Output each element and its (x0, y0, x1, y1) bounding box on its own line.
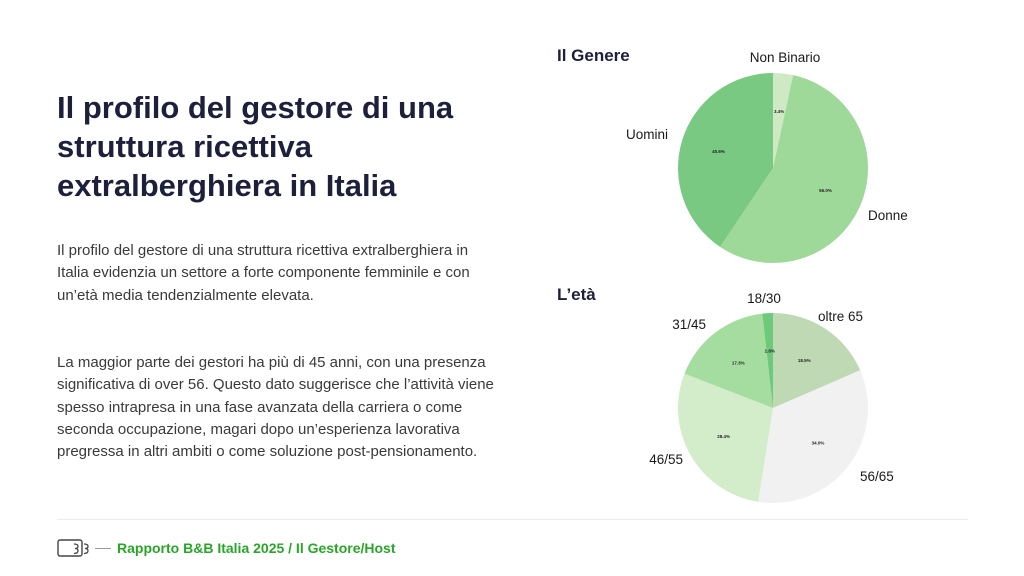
age-pct-label: 17.3% (732, 360, 745, 365)
gender-pie: 3.4% 56.0% 40.6% Non Binario Donne Uomini (626, 50, 908, 263)
age-category-label: 31/45 (672, 317, 706, 332)
age-pie: 18.5% 34.0% 28.4% 17.3% 1.8% oltre 65 56/65 46/… (649, 291, 894, 503)
gender-slice-donne (720, 75, 868, 263)
gender-pct-label: 40.6% (712, 149, 725, 154)
age-category-label: 56/65 (860, 469, 894, 484)
footer-dash (95, 547, 111, 549)
age-category-label: 46/55 (649, 452, 683, 467)
age-slice-46-55 (678, 373, 773, 502)
gender-chart-title: Il Genere (557, 46, 630, 65)
footer: Rapporto B&B Italia 2025 / Il Gestore/Ho… (57, 537, 396, 559)
age-pct-label: 1.8% (765, 349, 775, 354)
footer-text: Rapporto B&B Italia 2025 / Il Gestore/Ho… (117, 540, 396, 556)
age-pct-label: 34.0% (812, 440, 825, 445)
age-pct-label: 18.5% (798, 358, 811, 363)
gender-pct-label: 56.0% (819, 188, 832, 193)
pie-charts: 3.4% 56.0% 40.6% Non Binario Donne Uomini 18.… (626, 50, 908, 503)
report-logo-icon (57, 539, 89, 557)
age-chart-title: L’età (557, 285, 596, 304)
age-pct-label: 28.4% (717, 434, 730, 439)
page-title: Il profilo del gestore di una struttura … (57, 90, 454, 203)
gender-category-label: Donne (868, 208, 908, 223)
age-category-label: 18/30 (747, 291, 781, 306)
age-slice-31-45 (684, 313, 773, 408)
gender-category-label: Non Binario (750, 50, 821, 65)
age-slice-oltre-65 (773, 313, 861, 408)
age-slice-56-65 (758, 370, 869, 503)
gender-slice-non-binario (773, 73, 794, 168)
intro-paragraph: Il profilo del gestore di una struttura … (57, 242, 470, 304)
age-category-label: oltre 65 (818, 309, 863, 324)
gender-slice-uomini (678, 73, 773, 247)
age-slice-18-30 (762, 313, 773, 408)
gender-category-label: Uomini (626, 127, 668, 142)
gender-pct-label: 3.4% (774, 109, 784, 114)
age-paragraph: La maggior parte dei gestori ha più di 4… (57, 354, 494, 461)
footer-divider (57, 519, 968, 520)
